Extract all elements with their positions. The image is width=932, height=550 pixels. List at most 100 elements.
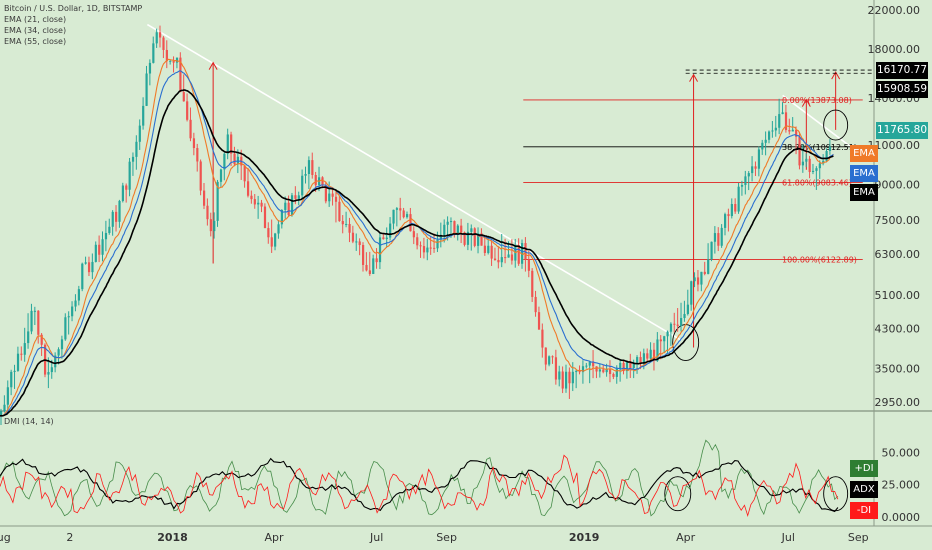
- time-tick-label: Apr: [676, 531, 696, 544]
- arrow-2019-aug-head: [831, 71, 841, 80]
- candle-body: [209, 219, 212, 232]
- candle-body: [142, 105, 145, 126]
- candle-body: [263, 206, 267, 229]
- candle-body: [446, 221, 449, 225]
- candle-body: [23, 343, 26, 355]
- candle-body: [636, 357, 639, 363]
- ema-lines: [0, 58, 834, 417]
- axes: 22000.0018000.0014000.0011000.009000.007…: [0, 4, 920, 544]
- candle-body: [98, 244, 101, 255]
- candle-body: [71, 306, 74, 317]
- candle-body: [764, 139, 767, 143]
- candle-body: [761, 142, 764, 150]
- candle-body: [77, 289, 81, 301]
- candle-body: [724, 214, 727, 228]
- ema-tag-21: EMA: [850, 145, 878, 162]
- candle-body: [267, 228, 270, 238]
- candle-body: [13, 370, 16, 372]
- candle-body: [382, 237, 385, 240]
- candle-body: [663, 336, 666, 342]
- candle-body: [226, 134, 229, 154]
- fib-label: 100.00%(6122.89): [782, 256, 857, 265]
- candle-body: [345, 223, 348, 225]
- time-tick-label: 2018: [157, 531, 188, 544]
- candle-body: [690, 281, 693, 305]
- candle-body: [656, 339, 659, 361]
- price-tick-label: 5100.00: [875, 289, 921, 302]
- candle-body: [449, 221, 453, 223]
- ema-line-55: [0, 89, 834, 417]
- candle-body: [362, 245, 365, 265]
- candle-body: [818, 163, 821, 169]
- time-tick-label: 2: [66, 531, 73, 544]
- candle-body: [246, 181, 250, 196]
- candle-body: [219, 169, 223, 182]
- candle-body: [774, 127, 777, 131]
- candle-body: [480, 233, 483, 246]
- candle-body: [541, 329, 544, 348]
- candle-body: [213, 220, 216, 232]
- dmi-legend[interactable]: DMI (14, 14): [4, 417, 54, 426]
- ema-tag-34: EMA: [850, 165, 878, 182]
- candle-body: [497, 259, 500, 263]
- candle-body: [385, 237, 388, 240]
- candle-body: [551, 356, 554, 358]
- candle-body: [395, 208, 399, 210]
- price-tick-label: 6300.00: [875, 248, 921, 261]
- candle-body: [199, 161, 202, 191]
- arrow-2019-apr-head: [689, 73, 698, 82]
- candle-body: [47, 372, 50, 375]
- candle-body: [490, 245, 493, 259]
- candle-body: [767, 131, 771, 140]
- candle-body: [426, 247, 429, 253]
- legend-ema-21[interactable]: EMA (21, close): [4, 15, 67, 24]
- candle-body: [801, 161, 805, 166]
- time-tick-label: Jul: [369, 531, 383, 544]
- legend-ema-55[interactable]: EMA (55, close): [4, 37, 67, 46]
- candle-body: [355, 241, 358, 243]
- candle-body: [233, 153, 236, 165]
- price-tick-label: 18000.00: [868, 43, 921, 56]
- candle-body: [145, 73, 148, 106]
- candle-body: [138, 125, 141, 142]
- dmi-tag-plus-di: +DI: [850, 460, 878, 477]
- candle-body: [561, 371, 564, 389]
- candle-body: [564, 371, 568, 389]
- candle-body: [94, 244, 97, 262]
- candle-body: [260, 202, 263, 207]
- candle-body: [558, 371, 561, 380]
- legend-ema-34[interactable]: EMA (34, close): [4, 26, 67, 35]
- candle-body: [10, 371, 13, 388]
- candle-body: [531, 270, 534, 297]
- candle-body: [460, 225, 463, 233]
- time-tick-label: Apr: [265, 531, 285, 544]
- candle-body: [3, 404, 6, 412]
- candle-body: [504, 257, 507, 259]
- candle-body: [280, 209, 284, 225]
- candle-body: [805, 158, 808, 162]
- candle-body: [605, 369, 608, 373]
- candle-body: [680, 318, 683, 326]
- candle-body: [91, 261, 94, 273]
- candle-body: [477, 233, 480, 246]
- candle-body: [131, 156, 135, 162]
- candle-body: [50, 367, 53, 373]
- candle-body: [602, 369, 605, 373]
- candle-body: [128, 161, 131, 190]
- candle-body: [622, 362, 625, 372]
- fib-label: 61.80%(9083.46): [782, 179, 852, 188]
- candle-body: [483, 245, 487, 253]
- time-tick-label: Sep: [436, 531, 457, 544]
- candle-body: [595, 366, 598, 372]
- candle-body: [186, 101, 189, 120]
- candle-body: [727, 214, 730, 217]
- candle-body: [182, 92, 185, 102]
- candle-body: [324, 185, 327, 202]
- candle-body: [798, 136, 801, 166]
- candle-body: [740, 184, 744, 187]
- candle-body: [372, 258, 375, 274]
- candle-body: [788, 130, 791, 132]
- candle-body: [422, 246, 426, 253]
- candle-body: [301, 175, 304, 196]
